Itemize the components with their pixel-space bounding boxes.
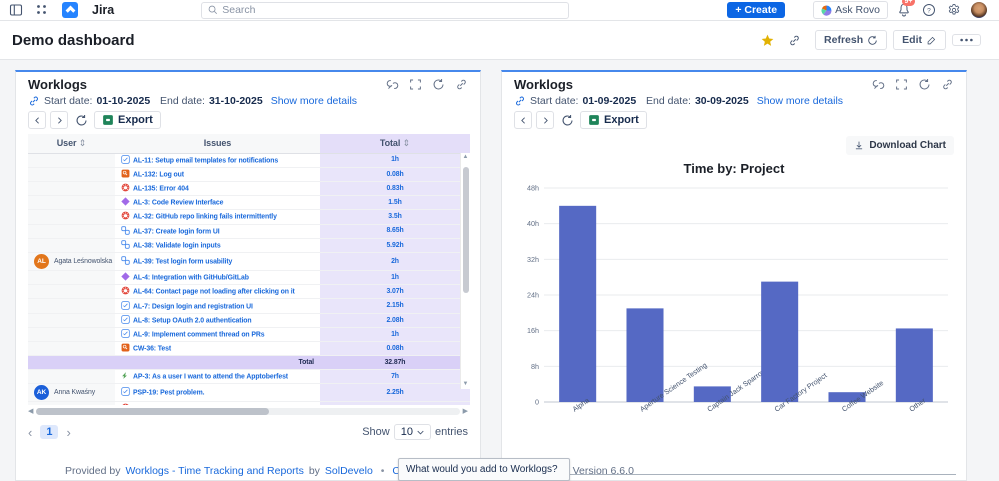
svg-text:48h: 48h bbox=[527, 184, 539, 193]
svg-text:32h: 32h bbox=[527, 255, 539, 264]
svg-text:?: ? bbox=[927, 8, 931, 15]
svg-text:8h: 8h bbox=[531, 362, 539, 371]
svg-text:40h: 40h bbox=[527, 219, 539, 228]
svg-text:24h: 24h bbox=[527, 291, 539, 300]
svg-text:16h: 16h bbox=[527, 326, 539, 335]
svg-text:0: 0 bbox=[535, 398, 539, 407]
